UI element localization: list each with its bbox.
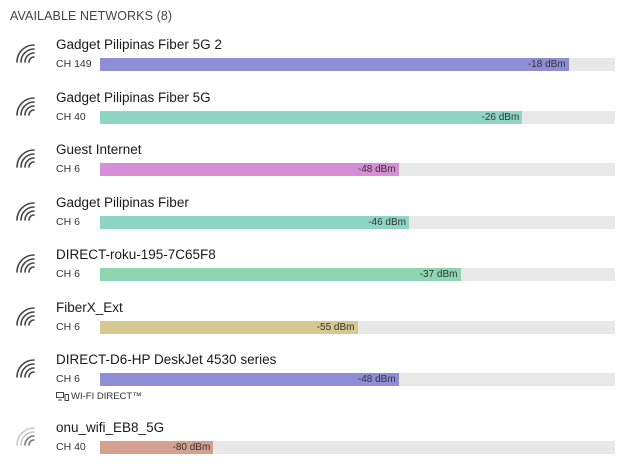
signal-bar-track: -46 dBm xyxy=(100,215,615,229)
network-list: Gadget Pilipinas Fiber 5G 2 CH 149 -18 dBm… xyxy=(0,33,640,469)
network-item[interactable]: Gadget Pilipinas Fiber 5G 2 CH 149 -18 dBm xyxy=(0,33,640,86)
network-item[interactable]: onu_wifi_EB8_5G CH 40 -80 dBm xyxy=(0,416,640,469)
channel-label: CH 6 xyxy=(56,163,80,175)
network-item[interactable]: Gadget Pilipinas Fiber 5G CH 40 -26 dBm xyxy=(0,86,640,139)
signal-bar-track: -18 dBm xyxy=(100,58,615,71)
signal-strength-bar: -48 dBm xyxy=(100,373,399,386)
signal-strength-bar: -18 dBm xyxy=(100,58,569,71)
network-item[interactable]: DIRECT-D6-HP DeskJet 4530 series CH 6 -48 … xyxy=(0,348,640,416)
channel-label: CH 6 xyxy=(56,268,80,280)
signal-strength-bar: -37 dBm xyxy=(100,268,461,281)
network-name: Gadget Pilipinas Fiber xyxy=(56,194,189,210)
channel-label: CH 40 xyxy=(56,441,86,453)
channel-label: CH 40 xyxy=(56,110,86,123)
network-name: DIRECT-roku-195-7C65F8 xyxy=(56,247,216,262)
signal-bar-track: -26 dBm xyxy=(100,110,615,124)
wifi-weak-icon xyxy=(14,425,36,447)
network-name: Gadget Pilipinas Fiber 5G 2 xyxy=(56,37,222,52)
signal-strength-bar: -48 dBm xyxy=(100,163,399,176)
signal-bar-track: -37 dBm xyxy=(100,268,615,281)
network-name: onu_wifi_EB8_5G xyxy=(56,420,165,435)
wifi-direct-tag: WI-FI DIRECT™ xyxy=(56,391,142,402)
wifi-strong-icon xyxy=(14,200,36,222)
network-name: FiberX_Ext xyxy=(56,299,123,315)
signal-bar-track: -80 dBm xyxy=(100,441,615,454)
channel-label: CH 6 xyxy=(56,215,80,228)
network-name: Gadget Pilipinas Fiber 5G xyxy=(56,89,211,105)
signal-bar-track: -48 dBm xyxy=(100,373,615,386)
channel-label: CH 6 xyxy=(56,373,80,385)
channel-label: CH 6 xyxy=(56,320,80,333)
network-item[interactable]: Guest Internet CH 6 -48 dBm xyxy=(0,138,640,191)
wifi-strong-icon xyxy=(14,252,36,274)
signal-strength-bar: -26 dBm xyxy=(100,110,523,124)
network-item[interactable]: DIRECT-roku-195-7C65F8 CH 6 -37 dBm xyxy=(0,243,640,296)
wifi-direct-icon xyxy=(56,392,69,401)
wifi-strong-icon xyxy=(14,357,36,379)
wifi-strong-icon xyxy=(14,42,36,64)
network-name: Guest Internet xyxy=(56,142,142,157)
signal-strength-bar: -55 dBm xyxy=(100,320,358,334)
signal-strength-bar: -80 dBm xyxy=(100,441,214,454)
network-item[interactable]: Gadget Pilipinas Fiber CH 6 -46 dBm xyxy=(0,191,640,244)
wifi-direct-label: WI-FI DIRECT™ xyxy=(71,391,142,402)
network-name: DIRECT-D6-HP DeskJet 4530 series xyxy=(56,352,277,367)
wifi-strong-icon xyxy=(14,95,36,117)
channel-label: CH 149 xyxy=(56,58,92,70)
signal-strength-bar: -46 dBm xyxy=(100,215,409,229)
wifi-strong-icon xyxy=(14,147,36,169)
available-networks-header: AVAILABLE NETWORKS (8) xyxy=(10,9,173,23)
signal-bar-track: -55 dBm xyxy=(100,320,615,334)
network-item[interactable]: FiberX_Ext CH 6 -55 dBm xyxy=(0,296,640,349)
wifi-strong-icon xyxy=(14,305,36,327)
signal-bar-track: -48 dBm xyxy=(100,163,615,176)
